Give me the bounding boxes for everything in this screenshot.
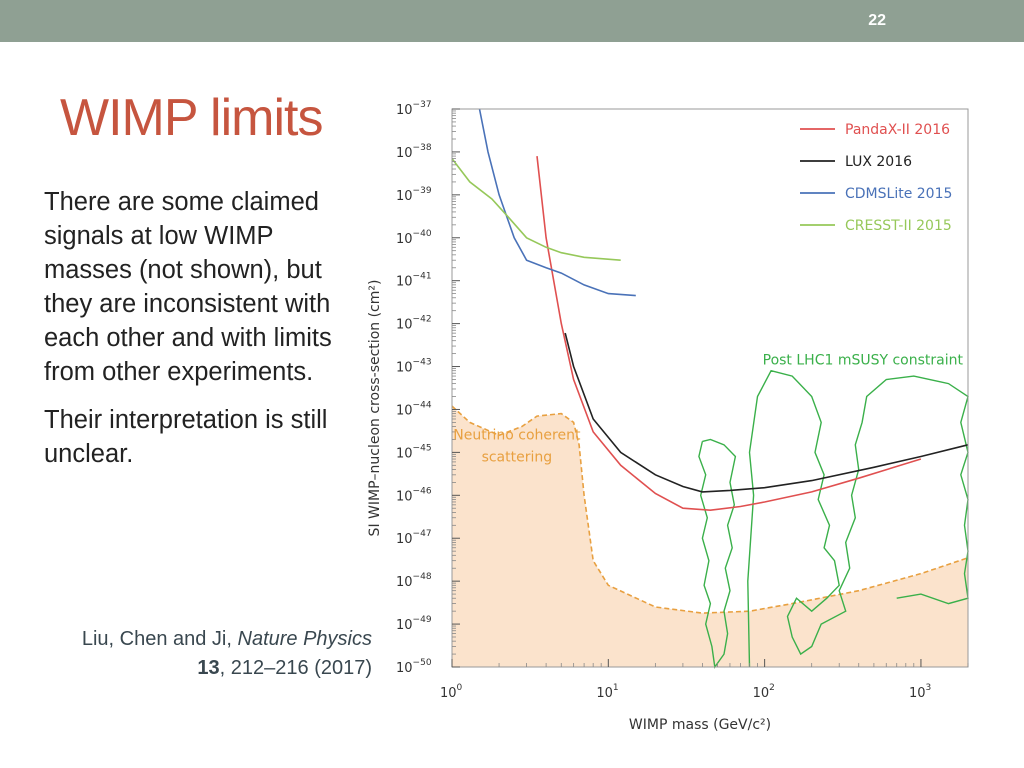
citation: Liu, Chen and Ji, Nature Physics 13, 212… [60,625,372,683]
neutrino-floor-line [451,405,969,614]
x-tick-label: 100 [440,683,463,701]
neutrino-floor-region [452,406,968,667]
legend-label: CDMSLite 2015 [845,186,952,202]
y-tick-label: 10−47 [396,529,432,547]
series-line-pandax-ii-2016 [536,156,922,512]
x-tick-label: 101 [596,683,618,701]
legend-label: LUX 2016 [845,154,912,170]
neutrino-annotation-line2: scattering [482,449,553,465]
x-tick-label: 103 [909,683,931,701]
y-tick-label: 10−39 [396,186,432,204]
y-tick-label: 10−46 [396,486,432,504]
slide-title: WIMP limits [60,89,323,147]
y-tick-label: 10−43 [396,358,432,376]
y-tick-label: 10−40 [396,229,432,247]
msusy-annotation: Post LHC1 mSUSY constraint [763,353,964,369]
body-text: There are some claimed signals at low WI… [44,185,344,485]
msusy-contour-left [698,438,737,669]
series-line-cresst-ii-2015 [451,158,621,261]
x-axis-label: WIMP mass (GeV/c²) [629,717,771,733]
slide-number: 22 [868,12,886,29]
y-tick-label: 10−44 [396,400,432,418]
top-bar: 22 [0,0,1024,42]
body-paragraph-1: There are some claimed signals at low WI… [44,188,332,386]
citation-volume: 13 [197,657,220,679]
y-axis-label: SI WIMP–nucleon cross-section (cm²) [367,280,383,537]
citation-pages: , 212–216 (2017) [219,657,372,679]
neutrino-annotation-line1: Neutrino coherent [453,427,581,443]
legend-label: PandaX-II 2016 [845,122,950,138]
citation-authors: Liu, Chen and Ji, [81,628,232,650]
y-tick-label: 10−49 [396,615,432,633]
y-tick-label: 10−45 [396,443,432,461]
x-tick-label: 102 [753,683,775,701]
citation-journal: Nature Physics [237,628,373,650]
y-tick-label: 10−38 [396,143,432,161]
series-line-cdmslite-2015 [478,108,636,297]
wimp-limits-chart: 10−37 10−38 10−39 10−40 10−41 10−42 10−43 10−44… [367,100,969,733]
y-tick-label: 10−42 [396,315,432,333]
msusy-contour-right [747,369,969,668]
y-tick-label: 10−48 [396,572,432,590]
y-tick-label: 10−41 [396,272,432,290]
y-tick-label: 10−50 [396,658,432,676]
series-line-lux-2016 [564,332,969,493]
y-tick-label: 10−37 [396,100,432,118]
plot-frame [451,108,969,668]
legend-label: CRESST-II 2015 [845,218,952,234]
body-paragraph-2: Their interpretation is still unclear. [44,406,328,468]
